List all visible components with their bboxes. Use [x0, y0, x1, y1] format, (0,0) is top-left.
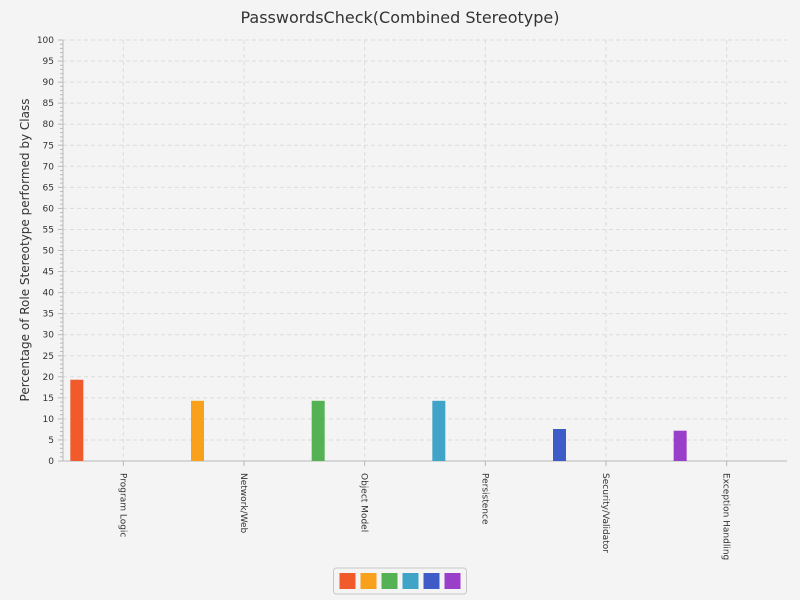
- bar: [673, 430, 687, 461]
- y-tick-label: 70: [43, 162, 55, 172]
- bar: [191, 400, 204, 461]
- y-tick-label: 10: [43, 415, 55, 425]
- y-tick-label: 100: [37, 36, 54, 46]
- legend-swatch: [423, 573, 440, 589]
- legend-swatch: [360, 573, 377, 589]
- axes: 0 5 10 15 20 25 30 35 40 45 50 55 60 65 70 75 80 85 90 95 10…: [37, 36, 787, 467]
- y-tick-label: 60: [43, 204, 55, 214]
- x-tick-label: Exception Handling: [721, 473, 731, 560]
- y-tick-label: 45: [43, 268, 54, 278]
- legend-swatch: [402, 573, 419, 589]
- y-tick-label: 40: [43, 289, 55, 299]
- y-tick-label: 25: [43, 352, 54, 362]
- grid: [63, 39, 787, 461]
- bar: [553, 429, 566, 461]
- y-tick-label: 95: [43, 57, 54, 67]
- y-tick-label: 0: [48, 457, 54, 467]
- category-labels: Program Logic Network/Web Object Model Pers…: [117, 473, 730, 560]
- bar: [311, 400, 325, 461]
- y-tick-label: 85: [43, 99, 54, 109]
- legend-swatch: [444, 573, 461, 589]
- y-tick-label: 20: [43, 373, 55, 383]
- y-tick-label: 80: [43, 120, 55, 130]
- y-tick-label: 30: [43, 331, 55, 341]
- x-tick-label: Object Model: [359, 473, 369, 532]
- chart-title: PasswordsCheck(Combined Stereotype): [240, 8, 559, 27]
- bar: [70, 379, 84, 461]
- bars: [70, 379, 687, 461]
- y-tick-label: 15: [43, 394, 54, 404]
- x-tick-label: Security/Validator: [600, 473, 610, 553]
- y-tick-label: 35: [43, 310, 54, 320]
- y-axis-label: Percentage of Role Stereotype performed …: [18, 99, 32, 402]
- legend-swatch: [339, 573, 356, 589]
- y-tick-label: 65: [43, 183, 54, 193]
- y-tick-label: 90: [43, 78, 55, 88]
- y-tick-label: 75: [43, 141, 54, 151]
- y-tick-label: 50: [43, 247, 55, 257]
- x-tick-label: Network/Web: [238, 473, 248, 534]
- x-tick-label: Persistence: [479, 473, 489, 525]
- legend-swatch: [381, 573, 398, 589]
- y-tick-label: 5: [48, 436, 54, 446]
- legend: [333, 567, 467, 595]
- x-tick-label: Program Logic: [117, 473, 127, 537]
- y-tick-label: 55: [43, 225, 54, 235]
- bar: [432, 400, 446, 461]
